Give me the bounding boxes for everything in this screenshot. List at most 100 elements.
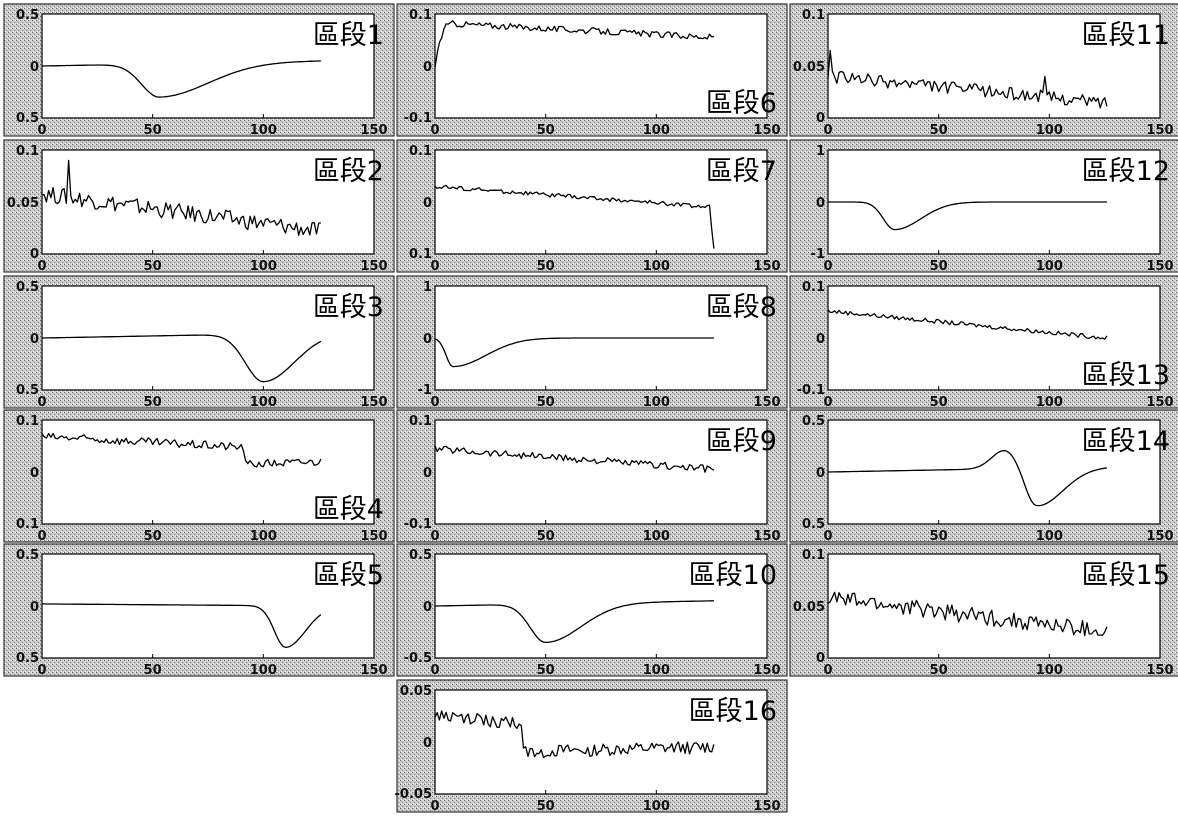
y-tick-label: 0 <box>30 60 39 75</box>
x-tick-label: 0 <box>430 529 439 544</box>
x-tick-label: 50 <box>144 529 162 544</box>
x-tick-label: 100 <box>643 529 670 544</box>
x-tick-label: 50 <box>144 663 162 678</box>
plot-area <box>827 285 1161 391</box>
x-tick-label: 50 <box>537 395 555 410</box>
panel-label: 區段3 <box>313 292 384 323</box>
x-tick-label: 0 <box>430 259 439 274</box>
x-tick-label: 50 <box>144 123 162 138</box>
y-tick-label: 0.1 <box>802 8 825 23</box>
y-tick-label: 0 <box>30 247 39 262</box>
panel-2: 0 50 100 150 0.1 0.05 0 區段2 <box>3 139 395 274</box>
x-tick-label: 150 <box>753 395 780 410</box>
x-tick-label: 50 <box>537 799 555 814</box>
x-tick-label: 100 <box>643 799 670 814</box>
panel-label: 區段15 <box>1082 560 1170 591</box>
y-tick-label: 0 <box>30 332 39 347</box>
x-tick-label: 100 <box>250 395 277 410</box>
x-tick-label: 100 <box>1036 123 1063 138</box>
panel-label: 區段9 <box>706 426 777 457</box>
x-tick-label: 0 <box>37 663 46 678</box>
series-line <box>41 432 322 468</box>
x-tick-label: 100 <box>250 529 277 544</box>
y-tick-label: 0 <box>30 466 39 481</box>
y-tick-label: 0.05 <box>7 196 39 211</box>
x-tick-label: 0 <box>37 529 46 544</box>
plot-area <box>434 419 768 525</box>
y-tick-label: 0.5 <box>16 8 39 23</box>
y-tick-label: 0.05 <box>400 684 432 699</box>
y-tick-label: 0.1 <box>802 548 825 563</box>
x-tick-label: 50 <box>144 395 162 410</box>
x-tick-label: 150 <box>1146 259 1173 274</box>
x-tick-label: 50 <box>930 395 948 410</box>
x-tick-label: 150 <box>360 395 387 410</box>
panel-label: 區段11 <box>1082 20 1170 51</box>
panel-label: 區段5 <box>313 560 384 591</box>
series-line <box>42 60 321 98</box>
series-line <box>435 600 714 644</box>
series-line <box>41 159 321 236</box>
series-line <box>434 710 715 759</box>
x-tick-label: 150 <box>1146 663 1173 678</box>
x-tick-label: 0 <box>430 123 439 138</box>
x-tick-label: 150 <box>753 259 780 274</box>
panel-label: 區段12 <box>1082 156 1170 187</box>
y-tick-label: 0.5 <box>16 383 39 398</box>
x-tick-label: 100 <box>643 663 670 678</box>
y-tick-label: 0.5 <box>802 414 825 429</box>
panel-label: 區段10 <box>689 560 777 591</box>
panel-label: 區段6 <box>706 88 777 119</box>
x-tick-label: 50 <box>930 663 948 678</box>
x-tick-label: 150 <box>753 123 780 138</box>
series-line <box>434 445 715 473</box>
x-tick-label: 0 <box>823 123 832 138</box>
y-tick-label: 0.1 <box>16 144 39 159</box>
plot-area <box>434 13 768 119</box>
plot-area <box>41 553 375 659</box>
x-tick-label: 100 <box>643 123 670 138</box>
series-line <box>828 450 1107 507</box>
plot-area <box>434 149 768 255</box>
x-tick-label: 150 <box>1146 123 1173 138</box>
panel-label: 區段13 <box>1082 360 1170 391</box>
panel-label: 區段1 <box>313 20 384 51</box>
y-tick-label: 0 <box>816 196 825 211</box>
y-tick-label: 0.05 <box>793 60 825 75</box>
series-line <box>42 603 322 648</box>
y-tick-label: 0.1 <box>409 144 432 159</box>
y-tick-label: 0.5 <box>409 548 432 563</box>
x-tick-label: 100 <box>643 259 670 274</box>
y-tick-label: 0 <box>816 466 825 481</box>
y-tick-label: 0.5 <box>802 517 825 532</box>
y-tick-label: 0 <box>816 111 825 126</box>
y-tick-label: -0.1 <box>404 517 432 532</box>
x-tick-label: 100 <box>1036 529 1063 544</box>
x-tick-label: 100 <box>1036 663 1063 678</box>
y-tick-label: 0.1 <box>16 517 39 532</box>
y-tick-label: 0.5 <box>16 280 39 295</box>
series-line <box>434 337 714 368</box>
panel-label: 區段14 <box>1082 426 1170 457</box>
y-tick-label: 0 <box>423 466 432 481</box>
y-tick-label: 0.05 <box>793 600 825 615</box>
y-tick-label: 0 <box>423 600 432 615</box>
x-tick-label: 150 <box>360 529 387 544</box>
y-tick-label: 0 <box>816 651 825 666</box>
x-tick-label: 150 <box>753 663 780 678</box>
x-tick-label: 0 <box>823 529 832 544</box>
panel-11: 0 50 100 150 0.1 0.05 0 區段11 <box>789 3 1178 138</box>
x-tick-label: 100 <box>250 259 277 274</box>
y-tick-label: 0 <box>816 332 825 347</box>
y-tick-label: 0 <box>423 196 432 211</box>
